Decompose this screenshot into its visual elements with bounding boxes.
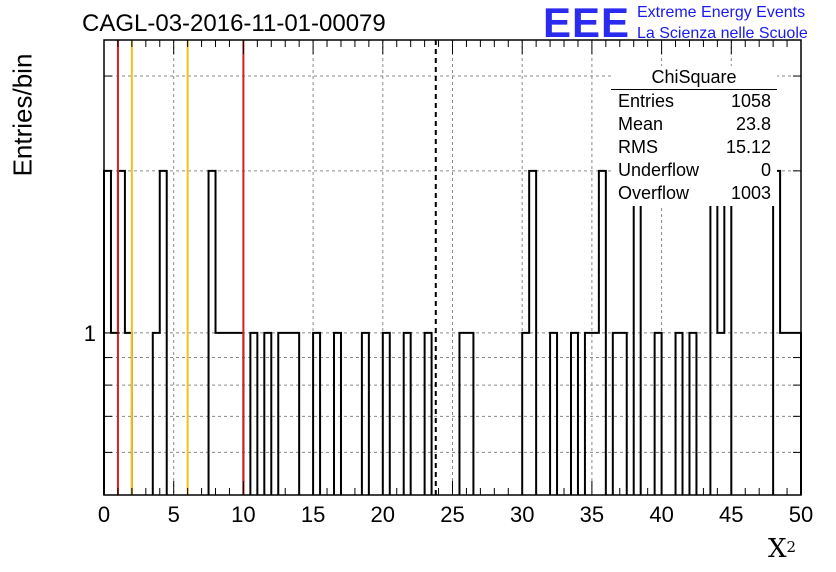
x-tick-label: 25	[440, 502, 464, 527]
x-tick-label: 5	[168, 502, 180, 527]
logo-caption-line1: Extreme Energy Events	[637, 4, 806, 21]
x-tick-label: 0	[98, 502, 110, 527]
axis-ticks	[103, 40, 802, 495]
histogram-bar-run	[402, 331, 412, 495]
histogram-bar-run	[521, 169, 538, 495]
stats-label: Entries	[618, 91, 675, 111]
stats-row-overflow: Overflow 1003	[611, 182, 777, 205]
x-tick-label: 35	[580, 502, 604, 527]
stats-value: 15.12	[725, 137, 771, 157]
histogram-bar-run	[549, 331, 559, 495]
x-tick-label: 40	[649, 502, 673, 527]
eee-logo: EEE	[543, 0, 631, 46]
stats-value: 1058	[730, 91, 771, 111]
stats-label: Underflow	[618, 160, 700, 180]
y-tick-label: 1	[84, 321, 96, 346]
histogram-bar-run	[207, 169, 245, 495]
x-axis-label-base: X	[768, 534, 787, 564]
stats-title: ChiSquare	[611, 66, 777, 90]
stats-row-underflow: Underflow 0	[611, 159, 777, 182]
histogram-bar-run	[569, 331, 579, 495]
x-tick-label: 20	[371, 502, 395, 527]
histogram-bar-run	[611, 331, 628, 495]
stats-box: ChiSquare Entries 1058 Mean 23.8 RMS 15.…	[611, 66, 777, 206]
histogram-bar-run	[151, 169, 168, 495]
stats-row-mean: Mean 23.8	[611, 113, 777, 136]
stats-row-rms: RMS 15.12	[611, 136, 777, 159]
x-axis-label: X2	[768, 534, 796, 564]
histogram-bar-run	[674, 331, 684, 495]
stats-row-entries: Entries 1058	[611, 90, 777, 113]
histogram-bar-run	[263, 331, 273, 495]
x-tick-label: 50	[789, 502, 813, 527]
histogram-bar-run	[688, 331, 698, 495]
histogram-bar-run	[583, 169, 607, 495]
chart-title: CAGL-03-2016-11-01-00079	[82, 10, 386, 37]
histogram-bar-run	[653, 331, 663, 495]
marker-lines	[116, 40, 437, 495]
histogram-bar-run	[360, 331, 370, 495]
x-tick-label: 15	[301, 502, 325, 527]
x-tick-label: 45	[719, 502, 743, 527]
histogram-bar-run	[458, 331, 475, 495]
histogram-bar-run	[423, 331, 433, 495]
histogram-bar-run	[381, 331, 391, 495]
x-tick-label: 10	[231, 502, 255, 527]
histogram-bar-run	[312, 331, 322, 495]
stats-label: RMS	[618, 137, 658, 157]
histogram-bar-run	[249, 331, 259, 495]
stats-value: 0	[760, 160, 771, 180]
stats-value: 23.8	[735, 114, 771, 134]
stats-label: Overflow	[618, 183, 690, 203]
logo-caption-line2: La Scienza nelle Scuole	[637, 25, 808, 42]
x-axis-label-superscript: 2	[786, 538, 797, 556]
tick-labels: 0 5 10 15 20 25 30 35 40 45 50 1	[84, 321, 813, 527]
x-tick-label: 30	[510, 502, 534, 527]
histogram-bar-run	[277, 331, 301, 495]
stats-value: 1003	[730, 183, 771, 203]
histogram-bar-run	[333, 331, 342, 495]
stats-label: Mean	[618, 114, 664, 134]
